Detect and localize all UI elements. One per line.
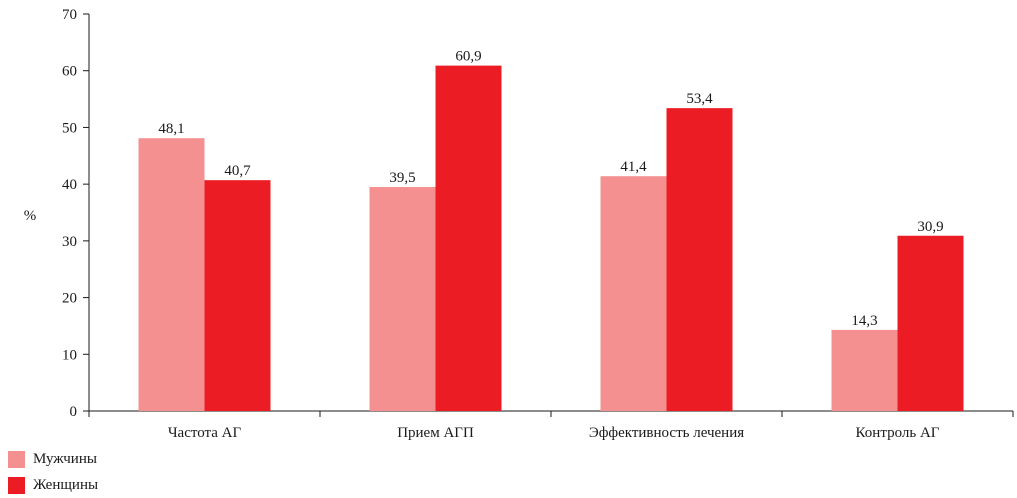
y-axis-label: %: [24, 208, 37, 224]
y-tick-label: 70: [62, 7, 77, 23]
data-label: 40,7: [224, 163, 251, 179]
y-tick-label: 0: [70, 404, 78, 420]
data-label: 53,4: [686, 91, 713, 107]
y-tick-label: 60: [62, 64, 77, 80]
data-label: 14,3: [851, 313, 877, 329]
legend: Мужчины Женщины: [8, 446, 98, 498]
legend-swatch-women: [8, 476, 25, 494]
y-tick-label: 50: [62, 120, 77, 136]
data-label: 30,9: [917, 219, 943, 235]
y-tick-label: 10: [62, 347, 77, 363]
data-label: 39,5: [389, 170, 415, 186]
legend-swatch-men: [8, 450, 25, 468]
legend-item-women: Женщины: [8, 472, 98, 498]
bar: [138, 138, 205, 411]
axes: 0 10 20 30 40 50 60 70 Частота АГ Прием АГП Эффект…: [62, 7, 1014, 440]
bar: [666, 108, 733, 411]
bar-chart: % 0 10 20 30 40 50 60 70 Частота АГ Прием АГП Эффе…: [24, 7, 1014, 440]
legend-label-women: Женщины: [33, 476, 99, 493]
bar: [435, 65, 502, 412]
bar: [204, 180, 271, 411]
bar: [600, 176, 667, 411]
data-label: 60,9: [455, 49, 481, 65]
data-label: 48,1: [158, 121, 184, 137]
x-tick-label: Прием АГП: [397, 425, 474, 440]
x-tick-label: Контроль АГ: [856, 425, 940, 440]
bar: [831, 329, 898, 411]
x-tick-label: Эффективность лечения: [589, 425, 744, 440]
legend-item-men: Мужчины: [8, 446, 98, 472]
data-label: 41,4: [620, 159, 647, 175]
bar: [897, 235, 964, 411]
legend-label-men: Мужчины: [33, 450, 97, 467]
y-tick-label: 40: [62, 177, 77, 193]
bar: [369, 186, 436, 411]
y-tick-label: 20: [62, 291, 77, 307]
x-tick-label: Частота АГ: [168, 425, 242, 440]
bars: 48,1 40,7 39,5 60,9 41,4 53,4 14,3 30,9: [138, 49, 964, 412]
y-tick-label: 30: [62, 234, 77, 250]
